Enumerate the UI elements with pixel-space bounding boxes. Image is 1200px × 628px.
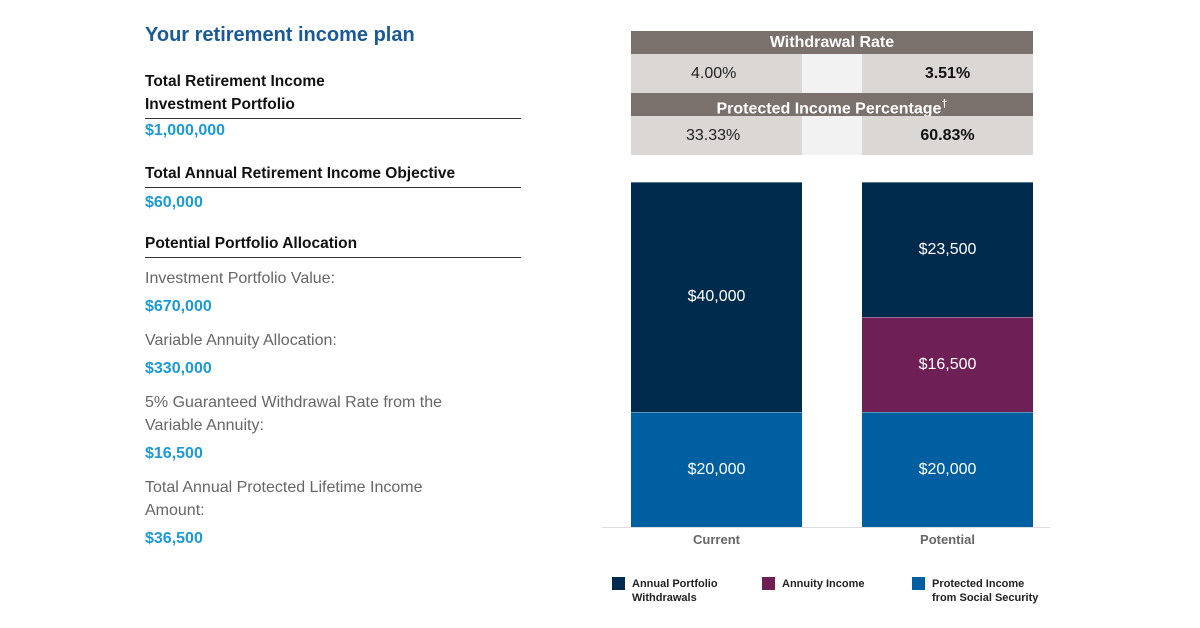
protected-potential: 60.83% (862, 116, 1033, 155)
gwr-label: 5% Guaranteed Withdrawal Rate from the V… (145, 394, 443, 434)
legend-annuity: Annuity Income (782, 578, 865, 590)
protected-value: $36,500 (145, 530, 203, 547)
legend-text: Annual Portfolio (632, 578, 718, 590)
table-spacer (802, 54, 862, 93)
bar-segment-current-2: $40,000 (631, 182, 802, 412)
data-label: $20,000 (687, 460, 746, 478)
legend-withdrawals: Annual Portfolio Withdrawals (632, 577, 718, 605)
annuity-value: $330,000 (145, 360, 212, 377)
x-tick-current: Current (693, 532, 740, 547)
protected-header-text: Protected Income Percentage (716, 100, 942, 118)
legend-text: from Social Security (932, 592, 1039, 604)
data-label: $16,500 (918, 355, 977, 373)
gwr-value: $16,500 (145, 445, 203, 462)
objective-value: $60,000 (145, 194, 203, 211)
annuity-label: Variable Annuity Allocation: (145, 332, 337, 349)
protected-label: Total Annual Protected Lifetime Income A… (145, 479, 423, 519)
protected-current: 33.33% (631, 116, 802, 155)
portfolio-label-line1: Total Retirement Income (145, 73, 325, 90)
bar-segment-current-0: $20,000 (631, 412, 802, 527)
legend-social-security: Protected Income from Social Security (932, 577, 1038, 605)
bar-segment-potential-0: $20,000 (862, 412, 1033, 527)
data-label: $20,000 (918, 460, 977, 478)
portfolio-value: $1,000,000 (145, 122, 226, 139)
investment-value: $670,000 (145, 298, 212, 315)
table-spacer (802, 116, 862, 155)
allocation-label: Potential Portfolio Allocation (145, 232, 521, 258)
data-label: $40,000 (687, 288, 746, 305)
x-tick-potential: Potential (920, 532, 975, 547)
legend-swatch-annuity (762, 577, 775, 590)
legend-text: Protected Income (932, 578, 1025, 590)
page-title: Your retirement income plan (145, 24, 415, 46)
legend-swatch-withdrawals (612, 577, 625, 590)
data-label: $23,500 (918, 240, 977, 258)
objective-label: Total Annual Retirement Income Objective (145, 162, 521, 188)
x-axis-line (602, 527, 1050, 528)
bar-segment-potential-1: $16,500 (862, 317, 1033, 412)
dagger-footnote: † (941, 98, 948, 110)
protected-header: Protected Income Percentage† (631, 93, 1033, 118)
portfolio-label: Total Retirement Income Investment Portfo… (145, 70, 521, 119)
bar-segment-potential-2: $23,500 (862, 182, 1033, 318)
portfolio-label-line2: Investment Portfolio (145, 96, 295, 113)
withdrawal-current: 4.00% (631, 54, 802, 93)
legend-text: Withdrawals (632, 592, 697, 604)
investment-label: Investment Portfolio Value: (145, 270, 336, 287)
withdrawal-potential: 3.51% (862, 54, 1033, 93)
legend-swatch-social-security (912, 577, 925, 590)
withdrawal-header: Withdrawal Rate (631, 31, 1033, 54)
